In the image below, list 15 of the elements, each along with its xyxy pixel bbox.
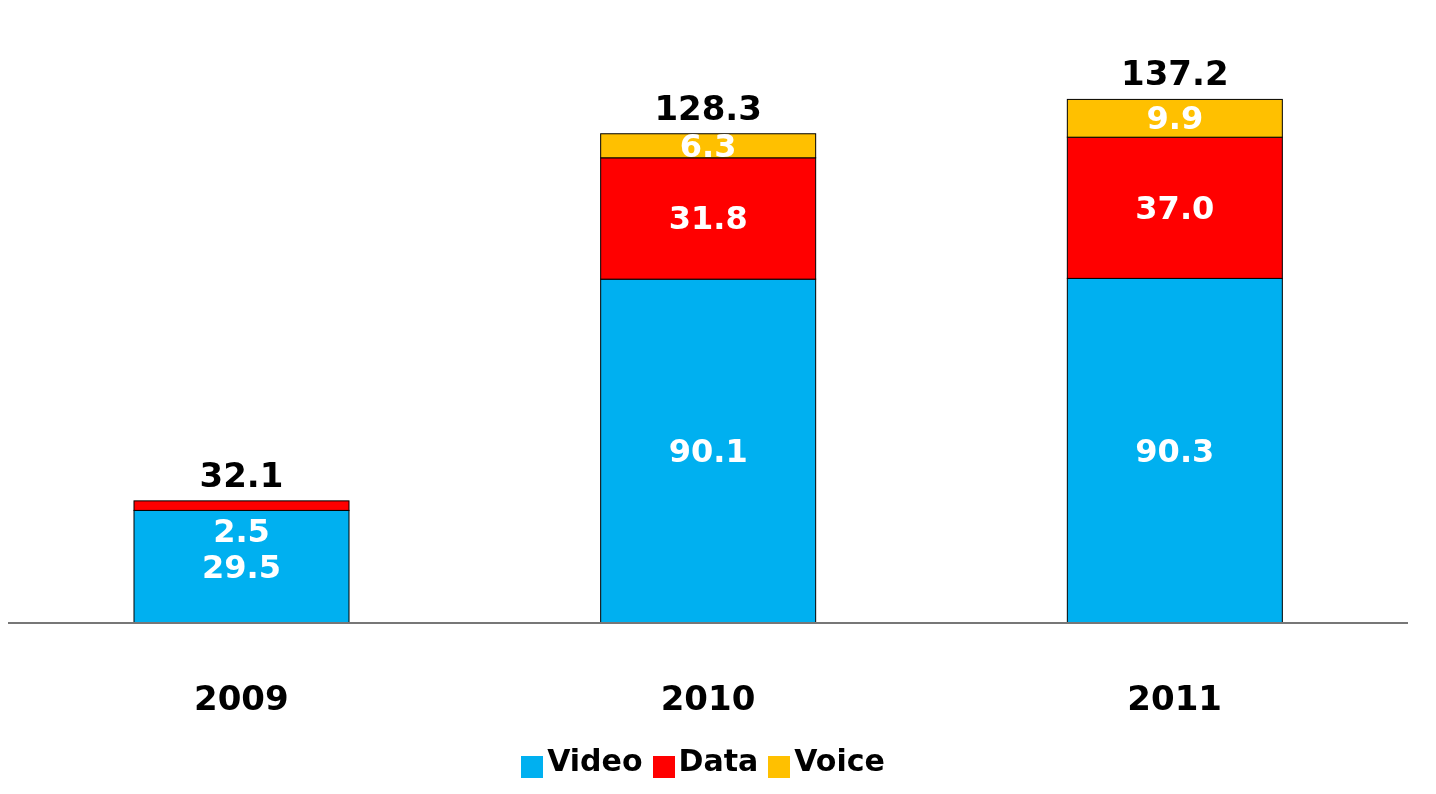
legend-label: Video [547,743,643,778]
legend-label: Voice [794,743,885,778]
legend-label: Data [678,743,759,778]
data-label: 90.3 [1135,431,1215,470]
total-label: 128.3 [654,87,762,128]
x-tick-label: 2010 [660,678,756,719]
total-label: 32.1 [199,454,284,495]
data-label: 37.0 [1135,188,1215,227]
total-label: 137.2 [1121,53,1229,94]
data-label: 6.3 [679,126,737,165]
data-label: 31.8 [668,199,748,238]
x-tick-label: 2009 [194,678,289,719]
data-label: 9.9 [1146,99,1204,138]
x-tick-label: 2011 [1127,678,1222,719]
data-label: 90.1 [668,432,748,471]
